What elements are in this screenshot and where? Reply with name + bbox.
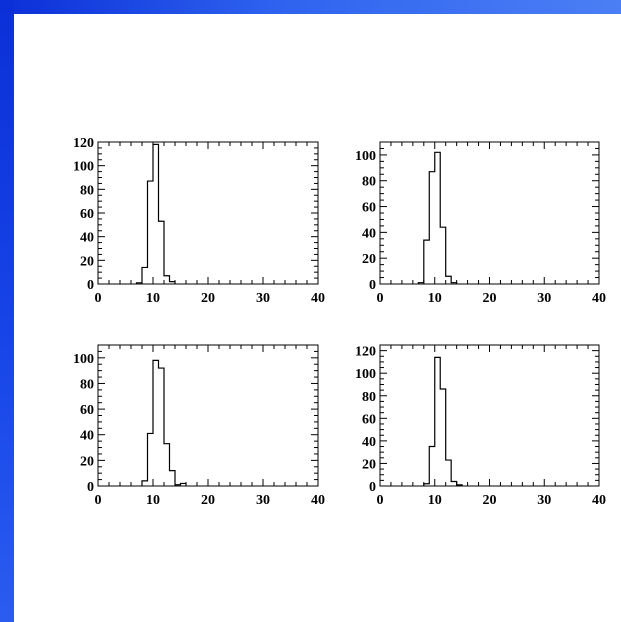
y-tick-label: 100 bbox=[73, 352, 94, 367]
histogram-panel-2: 0 10 20 30 40 0 20 40 60 80 100 bbox=[355, 141, 606, 306]
y-tick-label: 100 bbox=[355, 149, 376, 164]
histogram-series bbox=[135, 143, 176, 284]
x-tick-label: 10 bbox=[428, 493, 442, 508]
histogram-bin bbox=[159, 221, 165, 284]
x-tick-label: 10 bbox=[146, 291, 160, 306]
x-tick-label: 30 bbox=[256, 291, 270, 306]
histogram-bin bbox=[153, 144, 159, 284]
y-tick-label: 0 bbox=[369, 480, 376, 495]
x-tick-label: 40 bbox=[592, 493, 606, 508]
histogram-panel-1: 0 10 20 30 40 0 20 40 60 80 100 120 bbox=[73, 136, 325, 306]
top-accent-bar bbox=[0, 0, 621, 14]
histogram-bin bbox=[446, 276, 451, 284]
histogram-bin bbox=[137, 283, 143, 284]
histogram-panel-4: 0 10 20 30 40 0 20 40 60 80 100 120 bbox=[355, 344, 606, 508]
y-tick-label: 60 bbox=[362, 412, 376, 427]
x-tick-label: 0 bbox=[377, 493, 384, 508]
histogram-bin bbox=[435, 357, 440, 486]
histogram-series bbox=[423, 356, 463, 486]
x-tick-label: 30 bbox=[256, 493, 270, 508]
x-tick-label: 10 bbox=[146, 493, 160, 508]
plot-frame bbox=[97, 141, 319, 285]
x-tick-label: 20 bbox=[201, 493, 215, 508]
x-tick-label: 40 bbox=[311, 493, 325, 508]
x-tick-label: 40 bbox=[592, 291, 606, 306]
x-tick-label: 0 bbox=[95, 493, 102, 508]
x-tick-label: 20 bbox=[483, 493, 497, 508]
histogram-bin bbox=[148, 181, 154, 284]
x-tick-label: 20 bbox=[201, 291, 215, 306]
y-tick-label: 80 bbox=[362, 390, 376, 405]
histogram-bin bbox=[159, 368, 165, 486]
y-tick-label: 120 bbox=[73, 136, 94, 151]
y-tick-label: 80 bbox=[80, 183, 94, 198]
y-tick-label: 40 bbox=[80, 231, 94, 246]
histogram-bin bbox=[142, 267, 148, 284]
y-tick-label: 40 bbox=[80, 429, 94, 444]
plot-frame bbox=[379, 141, 600, 285]
histogram-bin bbox=[148, 433, 154, 486]
left-accent-bar bbox=[0, 0, 14, 622]
histogram-bin bbox=[153, 360, 159, 486]
histogram-panel-3: 0 10 20 30 40 0 20 40 60 80 100 bbox=[73, 344, 325, 508]
plot-frame bbox=[97, 344, 319, 487]
histogram-bin bbox=[429, 447, 434, 486]
histogram-bin bbox=[164, 444, 170, 486]
histogram-bin bbox=[418, 283, 423, 284]
y-tick-label: 0 bbox=[87, 480, 94, 495]
y-tick-label: 20 bbox=[80, 454, 94, 469]
histogram-bin bbox=[446, 460, 451, 486]
histogram-bin bbox=[424, 240, 429, 284]
histogram-series bbox=[417, 151, 458, 284]
histogram-bin bbox=[457, 485, 462, 486]
x-tick-label: 30 bbox=[537, 291, 551, 306]
y-tick-label: 120 bbox=[355, 345, 376, 360]
histogram-bin bbox=[181, 483, 187, 486]
histogram-bin bbox=[440, 227, 445, 284]
x-tick-label: 40 bbox=[311, 291, 325, 306]
histogram-bin bbox=[142, 481, 148, 486]
y-tick-label: 60 bbox=[80, 403, 94, 418]
y-tick-label: 60 bbox=[362, 201, 376, 216]
y-tick-label: 0 bbox=[369, 278, 376, 293]
y-tick-label: 80 bbox=[80, 377, 94, 392]
y-tick-label: 100 bbox=[355, 367, 376, 382]
plot-frame bbox=[379, 344, 600, 487]
histogram-bin bbox=[424, 484, 429, 486]
histogram-bin bbox=[440, 389, 445, 486]
y-tick-label: 40 bbox=[362, 435, 376, 450]
histogram-bin bbox=[170, 471, 176, 486]
y-tick-label: 40 bbox=[362, 226, 376, 241]
y-tick-label: 20 bbox=[362, 252, 376, 267]
y-tick-label: 20 bbox=[80, 254, 94, 269]
histogram-bin bbox=[175, 485, 181, 486]
y-tick-label: 100 bbox=[73, 160, 94, 175]
y-tick-label: 20 bbox=[362, 457, 376, 472]
histogram-bin bbox=[435, 152, 440, 284]
histogram-bin bbox=[164, 276, 170, 284]
histogram-bin bbox=[451, 283, 456, 284]
y-tick-label: 80 bbox=[362, 175, 376, 190]
histogram-series bbox=[141, 359, 187, 486]
y-tick-label: 60 bbox=[80, 207, 94, 222]
x-tick-label: 0 bbox=[95, 291, 102, 306]
x-tick-label: 30 bbox=[537, 493, 551, 508]
x-tick-label: 20 bbox=[483, 291, 497, 306]
histogram-bin bbox=[429, 172, 434, 284]
histogram-bin bbox=[170, 282, 176, 284]
x-tick-label: 10 bbox=[428, 291, 442, 306]
histogram-bin bbox=[451, 481, 456, 486]
x-tick-label: 0 bbox=[377, 291, 384, 306]
y-tick-label: 0 bbox=[87, 278, 94, 293]
